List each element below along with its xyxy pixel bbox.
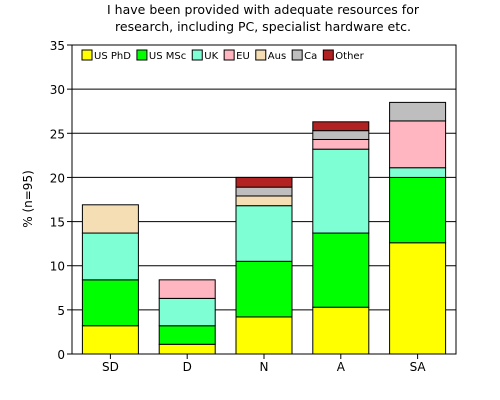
legend-label: EU [236,51,250,62]
axis-ticks: 0 5 10 15 20 25 30 35 SD D N A SA [50,39,427,374]
legend-label: US PhD [94,51,131,62]
bar-segment [389,120,447,169]
bar-segment [312,148,370,234]
y-tick-label: 20 [50,171,65,185]
y-tick-label: 15 [50,216,65,230]
bar-segment [389,167,447,178]
legend-swatch [136,49,148,61]
chart-title-line-2: research, including PC, specialist hardw… [115,19,411,34]
y-tick-label: 5 [57,304,65,318]
bar-segment [81,204,139,234]
bar-segment [389,176,447,244]
y-tick-label: 35 [50,39,65,53]
x-tick-label: N [260,360,269,374]
bar-segment [235,176,293,188]
legend-label: Ca [304,51,317,62]
bar-segment [235,316,293,355]
legend-swatch [255,49,267,61]
bar-segment [158,343,216,355]
bar-segment [312,232,370,308]
x-tick-label: A [337,360,346,374]
bar-segment [312,306,370,355]
legend-swatch [81,49,93,61]
y-tick-label: 10 [50,260,65,274]
bar-segment [235,260,293,318]
y-axis-label: % (n=95) [21,170,35,228]
bar-segment [235,195,293,207]
bar-segment [158,297,216,327]
bar-segment [389,101,447,122]
bar-segment [235,205,293,262]
bar-segment [312,121,370,132]
chart-title-line-1: I have been provided with adequate resou… [107,2,420,17]
bar-segment [81,279,139,327]
bar-segment [312,138,370,150]
bar-segment [81,325,139,355]
bar-segment [81,232,139,281]
legend-swatch [191,49,203,61]
y-tick-label: 0 [57,348,65,362]
bar-segment [235,186,293,197]
bar-segment [158,325,216,345]
x-tick-label: SD [102,360,119,374]
y-tick-label: 30 [50,83,65,97]
legend-swatch [223,49,235,61]
legend-label: UK [204,51,218,62]
bars [81,101,447,355]
legend-label: Aus [268,51,286,62]
x-tick-label: SA [410,360,427,374]
bar-segment [389,242,447,355]
legend: US PhD US MSc UK EU Aus Ca Other [81,49,365,62]
legend-label: Other [335,51,364,62]
legend-swatch [291,49,303,61]
legend-swatch [322,49,334,61]
x-tick-label: D [183,360,192,374]
legend-label: US MSc [149,51,186,62]
bar-segment [158,279,216,299]
y-tick-label: 25 [50,127,65,141]
bar-segment [312,130,370,140]
